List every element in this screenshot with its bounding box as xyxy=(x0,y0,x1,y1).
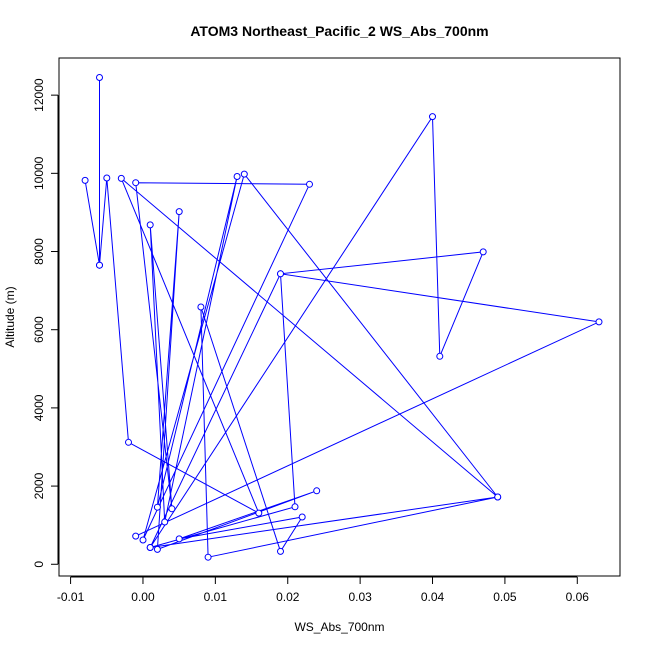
data-point xyxy=(175,208,183,216)
data-point xyxy=(429,113,436,121)
x-tick-label: 0.04 xyxy=(421,590,445,604)
data-point xyxy=(298,513,306,521)
data-point xyxy=(240,170,248,178)
x-tick-label: 0.00 xyxy=(131,590,155,604)
data-point xyxy=(436,352,444,360)
y-tick-label: 2000 xyxy=(32,472,46,499)
y-tick-label: 6000 xyxy=(32,316,46,343)
data-point xyxy=(132,179,140,187)
data-point xyxy=(146,221,154,229)
chart-title: ATOM3 Northeast_Pacific_2 WS_Abs_700nm xyxy=(190,23,488,39)
data-point xyxy=(277,270,284,278)
data-point xyxy=(168,505,176,513)
data-point xyxy=(96,74,103,81)
x-axis-label: WS_Abs_700nm xyxy=(294,620,384,634)
x-tick-label: 0.06 xyxy=(566,590,590,604)
y-tick-label: 12000 xyxy=(32,78,46,112)
data-point xyxy=(125,438,132,446)
y-axis: 0 2000 4000 6000 8000 10000 12000 xyxy=(32,78,59,568)
y-tick-label: 0 xyxy=(32,561,46,568)
data-point xyxy=(479,248,487,256)
data-point xyxy=(291,503,299,511)
data-point xyxy=(595,318,603,326)
data-point xyxy=(255,509,263,517)
x-tick-label: 0.03 xyxy=(348,590,372,604)
data-point xyxy=(161,518,169,526)
x-tick-label: 0.05 xyxy=(493,590,517,604)
data-series xyxy=(81,74,603,561)
data-point xyxy=(197,303,205,311)
x-tick-label: -0.01 xyxy=(57,590,85,604)
data-point xyxy=(153,545,161,553)
data-point xyxy=(175,535,183,543)
data-point xyxy=(233,173,241,180)
x-tick-label: 0.01 xyxy=(204,590,228,604)
y-tick-label: 10000 xyxy=(32,156,46,190)
data-point xyxy=(494,493,502,501)
x-axis: -0.01 0.00 0.01 0.02 0.03 0.04 0.05 0.06 xyxy=(57,576,590,604)
plot-frame xyxy=(58,57,621,577)
data-point xyxy=(153,503,161,511)
data-point xyxy=(81,176,89,184)
data-point xyxy=(313,487,321,495)
data-point xyxy=(96,261,103,269)
x-tick-label: 0.02 xyxy=(276,590,300,604)
data-point xyxy=(117,174,125,182)
data-point xyxy=(306,180,313,188)
data-point xyxy=(277,547,284,555)
data-point xyxy=(146,544,154,551)
data-point xyxy=(139,536,147,544)
data-point xyxy=(103,174,111,182)
series-line xyxy=(84,77,601,558)
y-axis-label: Altitude (m) xyxy=(3,286,17,347)
data-point xyxy=(204,553,212,561)
data-point xyxy=(132,532,140,540)
y-tick-label: 8000 xyxy=(32,238,46,265)
y-tick-label: 4000 xyxy=(32,394,46,421)
